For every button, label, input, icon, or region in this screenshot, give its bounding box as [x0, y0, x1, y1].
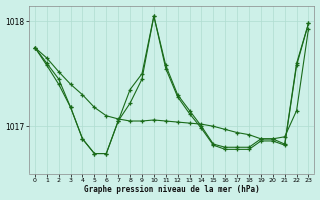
- X-axis label: Graphe pression niveau de la mer (hPa): Graphe pression niveau de la mer (hPa): [84, 185, 260, 194]
